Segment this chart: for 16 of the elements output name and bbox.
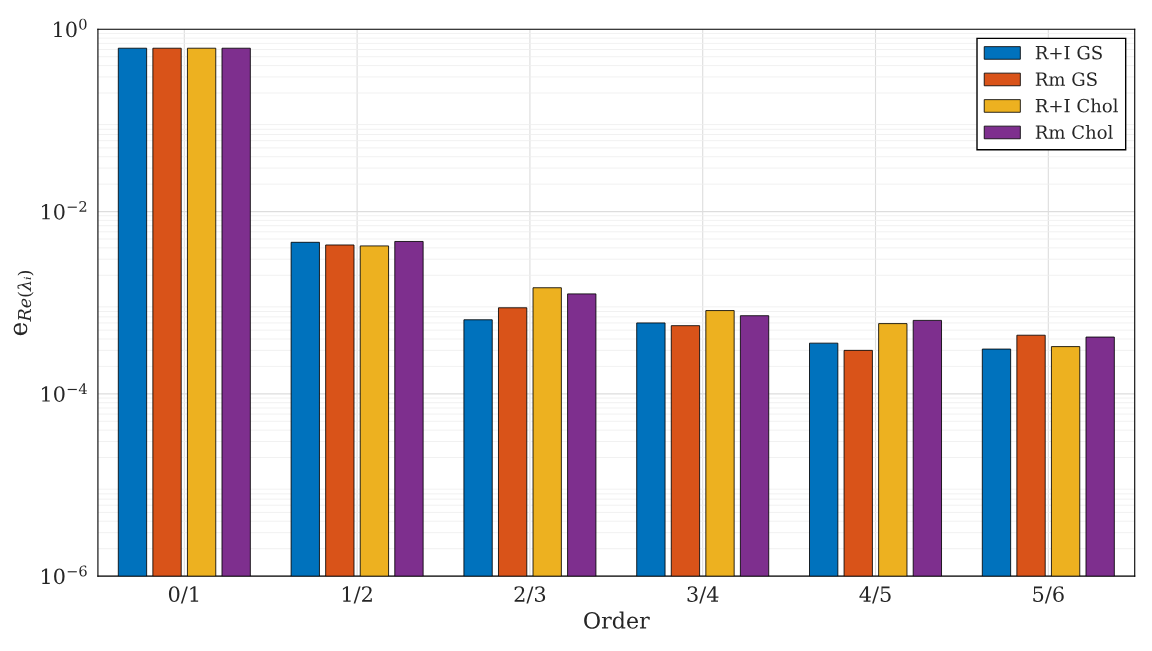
y-tick-label: 10$^{0}$ bbox=[54, 18, 87, 38]
x-axis-title: Order bbox=[584, 611, 650, 629]
x-tick-label: 2/3 bbox=[514, 586, 546, 604]
y-tick-label: 10$^{−6}$ bbox=[41, 565, 87, 585]
y-tick-label: 10$^{−2}$ bbox=[41, 200, 87, 220]
legend-label: R+I Chol bbox=[1035, 98, 1118, 113]
x-tick-label: 3/4 bbox=[687, 586, 719, 604]
legend-label: Rm Chol bbox=[1035, 125, 1113, 140]
y-tick-label: 10$^{−4}$ bbox=[41, 383, 87, 402]
legend-label: Rm GS bbox=[1035, 72, 1097, 87]
legend-label: R+I GS bbox=[1035, 45, 1102, 60]
x-tick-label: 4/5 bbox=[859, 586, 891, 604]
x-tick-label: 5/6 bbox=[1033, 586, 1064, 604]
y-axis-title: e$_{Re(λᵢ)}$ bbox=[13, 271, 34, 336]
x-tick-label: 1/2 bbox=[342, 586, 372, 604]
x-tick-label: 0/1 bbox=[168, 586, 199, 604]
